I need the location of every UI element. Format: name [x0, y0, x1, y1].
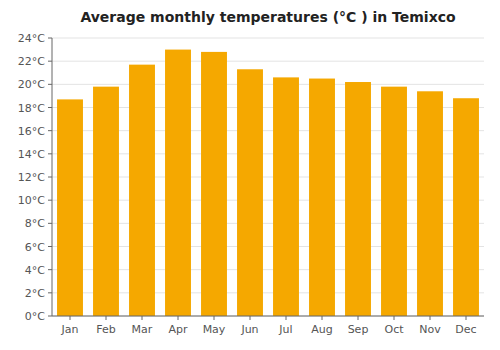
- bars: [57, 50, 479, 316]
- x-tick: [178, 316, 179, 320]
- y-tick: [48, 200, 52, 201]
- y-tick-label: 4°C: [25, 264, 45, 277]
- x-tick-label: Nov: [419, 323, 441, 336]
- y-tick-label: 8°C: [25, 217, 45, 230]
- bar: [165, 50, 191, 316]
- bar: [453, 98, 479, 316]
- x-tick-label: Oct: [384, 323, 404, 336]
- x-axis: Jan Feb Mar Apr May Jun Jul Aug Sep Oct Nov Dec: [61, 316, 477, 336]
- y-tick: [48, 246, 52, 247]
- x-tick: [142, 316, 143, 320]
- x-tick: [466, 316, 467, 320]
- bar: [345, 82, 371, 316]
- y-tick: [48, 107, 52, 108]
- bar: [129, 65, 155, 316]
- y-tick-label: 24°C: [18, 32, 45, 45]
- y-tick-label: 16°C: [18, 125, 45, 138]
- grid-line: [52, 316, 484, 317]
- y-tick: [48, 223, 52, 224]
- y-tick: [48, 84, 52, 85]
- y-tick: [48, 292, 52, 293]
- x-tick: [430, 316, 431, 320]
- y-tick-label: 0°C: [25, 310, 45, 323]
- bar: [57, 99, 83, 316]
- chart-container: Average monthly temperatures (°C ) in Te…: [0, 0, 500, 350]
- bar: [381, 87, 407, 316]
- y-tick-label: 14°C: [18, 148, 45, 161]
- y-grid: [52, 38, 484, 316]
- x-tick: [358, 316, 359, 320]
- y-tick: [48, 177, 52, 178]
- y-axis-line: [52, 38, 53, 316]
- x-tick-label: Mar: [132, 323, 153, 336]
- bar: [417, 91, 443, 316]
- y-tick-label: 20°C: [18, 78, 45, 91]
- y-tick: [48, 269, 52, 270]
- x-tick: [70, 316, 71, 320]
- y-tick: [48, 61, 52, 62]
- grid-line: [52, 84, 484, 85]
- page: {"chart_data": {"type": "bar", "title": …: [0, 0, 500, 350]
- bar: [201, 52, 227, 316]
- x-axis-line: [52, 316, 484, 317]
- x-tick: [106, 316, 107, 320]
- x-tick: [322, 316, 323, 320]
- x-tick-label: Feb: [96, 323, 115, 336]
- y-tick-label: 2°C: [25, 287, 45, 300]
- x-tick-label: Aug: [311, 323, 332, 336]
- x-tick-label: May: [203, 323, 226, 336]
- y-tick-label: 10°C: [18, 194, 45, 207]
- x-tick-label: Sep: [348, 323, 369, 336]
- x-tick: [214, 316, 215, 320]
- y-tick-label: 22°C: [18, 55, 45, 68]
- y-tick: [48, 130, 52, 131]
- bar: [273, 77, 299, 316]
- x-tick-label: Apr: [168, 323, 188, 336]
- x-tick-label: Jan: [61, 323, 79, 336]
- chart-title: Average monthly temperatures (°C ) in Te…: [80, 9, 456, 25]
- y-axis: 0°C 2°C 4°C 6°C 8°C 10°C 12°C 14°C 16°C 18°C 20°C 2…: [18, 32, 52, 323]
- grid-line: [52, 38, 484, 39]
- y-tick: [48, 316, 52, 317]
- grid-line: [52, 61, 484, 62]
- y-tick-label: 18°C: [18, 102, 45, 115]
- y-tick-label: 12°C: [18, 171, 45, 184]
- y-tick-label: 6°C: [25, 241, 45, 254]
- x-tick-label: Dec: [455, 323, 476, 336]
- bar: [309, 79, 335, 316]
- bar: [93, 87, 119, 316]
- y-tick: [48, 38, 52, 39]
- bar: [237, 69, 263, 316]
- y-tick: [48, 153, 52, 154]
- chart-svg: Average monthly temperatures (°C ) in Te…: [0, 0, 500, 350]
- x-tick-label: Jun: [240, 323, 258, 336]
- x-tick: [286, 316, 287, 320]
- x-tick: [250, 316, 251, 320]
- x-tick: [394, 316, 395, 320]
- x-tick-label: Jul: [278, 323, 292, 336]
